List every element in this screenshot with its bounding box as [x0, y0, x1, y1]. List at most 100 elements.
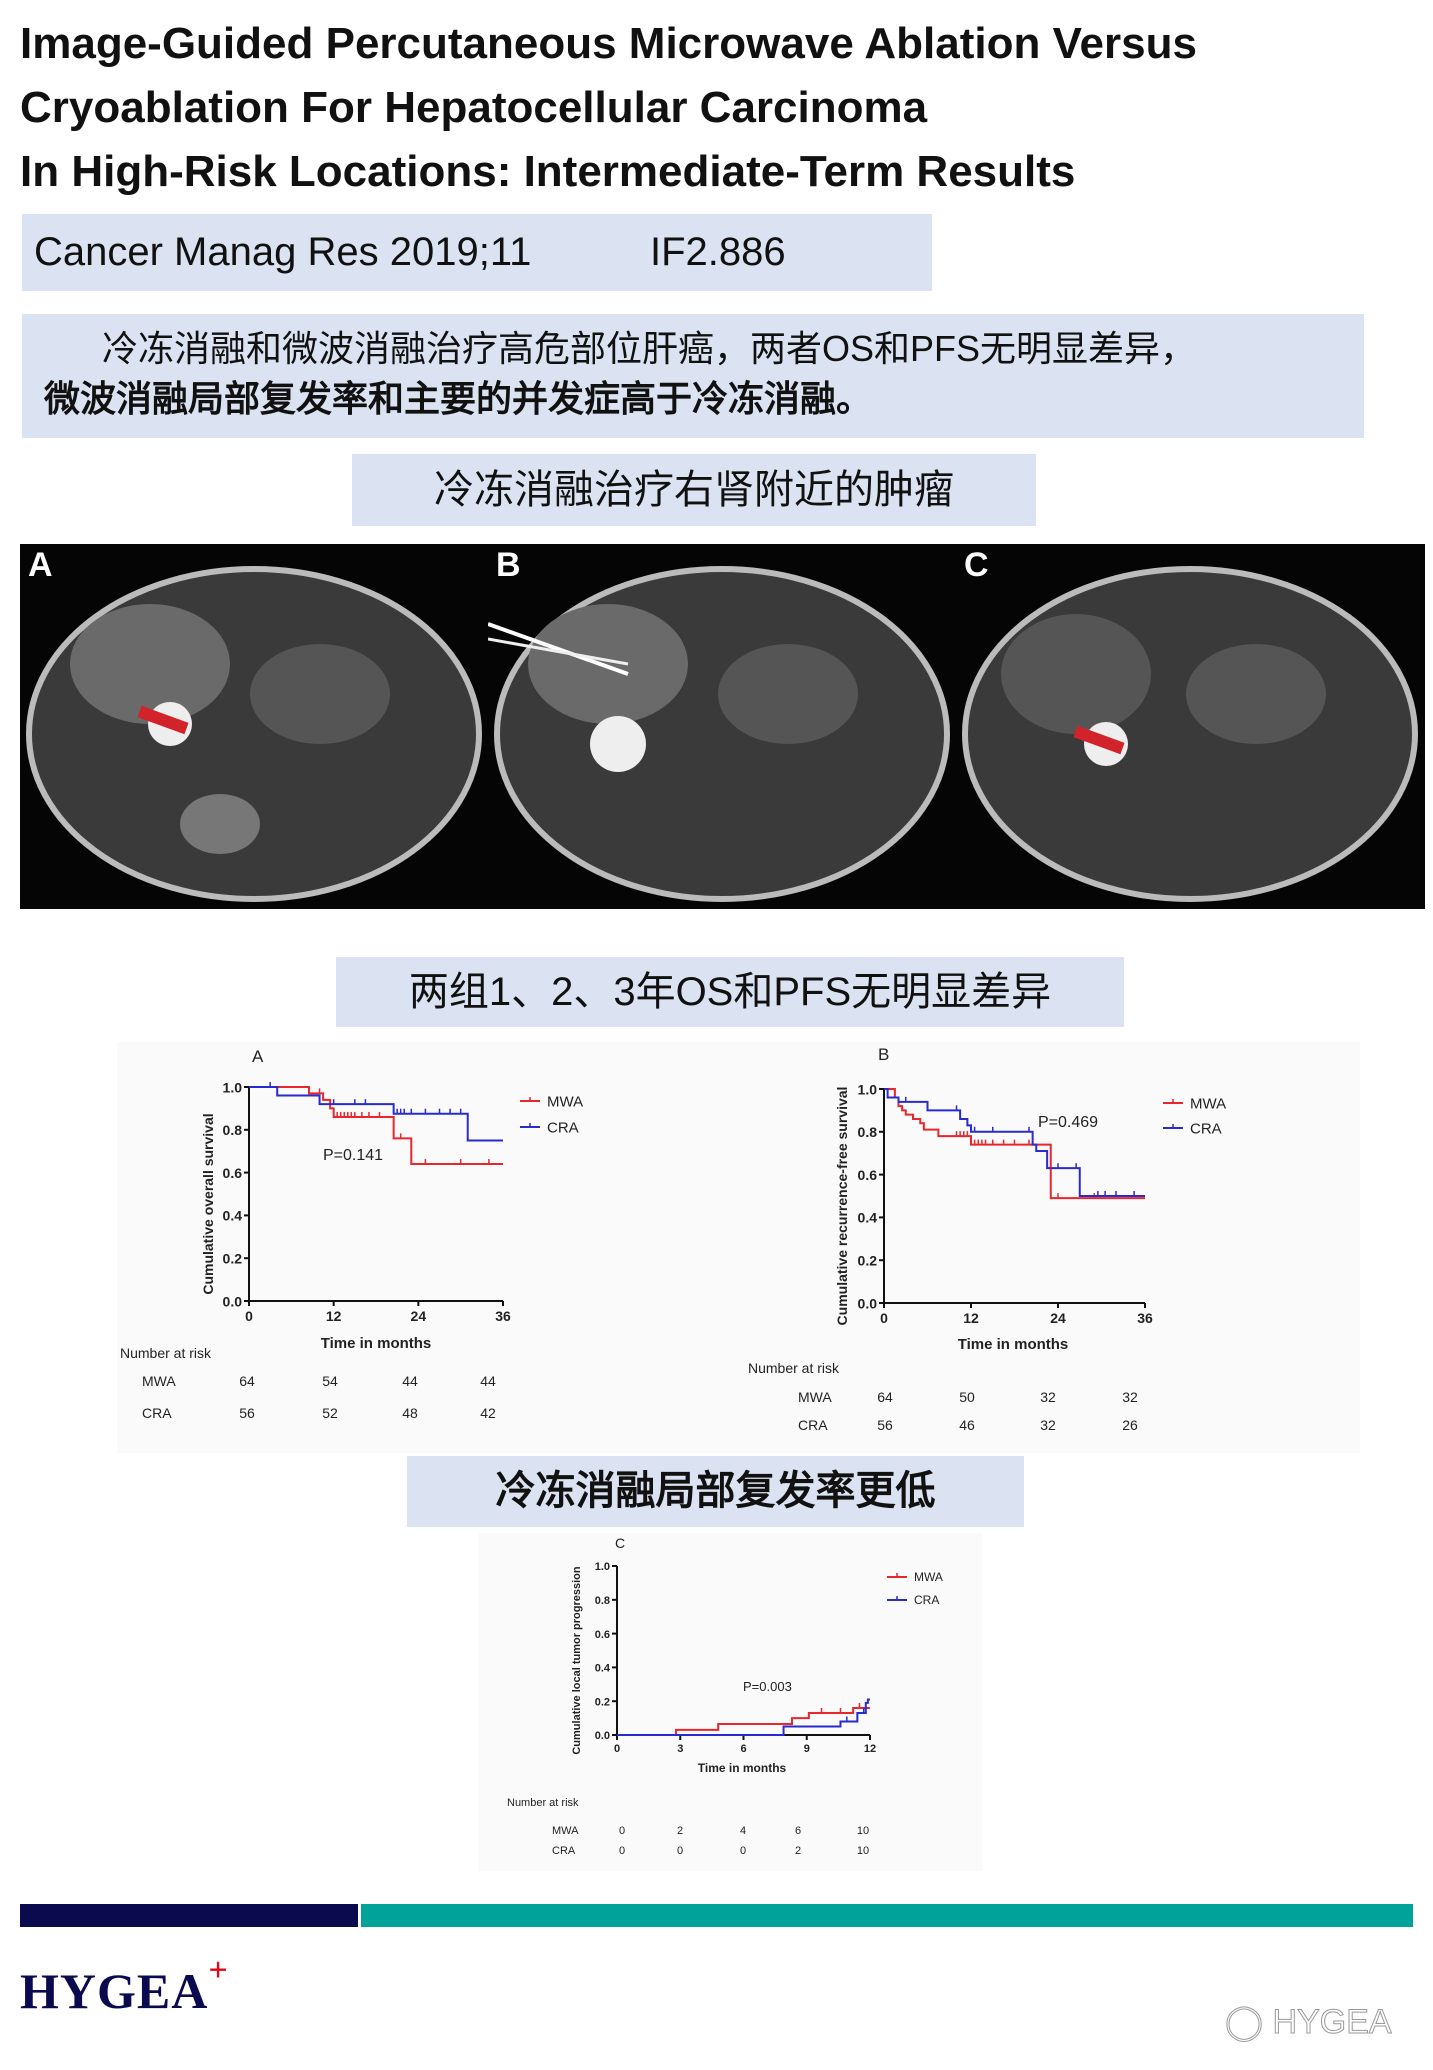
- risk-table-value: 0: [677, 1845, 683, 1857]
- km-curve-cra: [249, 1086, 503, 1142]
- y-tick-label: 0.0: [223, 1293, 243, 1309]
- risk-table-value: 56: [877, 1417, 893, 1433]
- risk-table-title: Number at risk: [120, 1345, 212, 1361]
- x-tick-label: 3: [677, 1743, 683, 1755]
- x-tick-label: 12: [963, 1310, 979, 1326]
- risk-table-value: 32: [1122, 1389, 1138, 1405]
- risk-table-value: 64: [877, 1389, 893, 1405]
- y-tick-label: 0.4: [223, 1208, 243, 1224]
- x-tick-label: 36: [495, 1308, 511, 1324]
- panel-label: C: [615, 1535, 625, 1551]
- ct-scan-image: [487, 566, 950, 902]
- x-axis-label: Time in months: [321, 1335, 432, 1352]
- ct-panel-c: C: [956, 544, 1424, 909]
- risk-table-value: 0: [740, 1845, 746, 1857]
- paper-title: Image-Guided Percutaneous Microwave Abla…: [20, 12, 1197, 204]
- legend-label: CRA: [547, 1119, 579, 1136]
- risk-table-value: 56: [239, 1405, 255, 1421]
- risk-table-value: 52: [322, 1405, 338, 1421]
- citation-box: Cancer Manag Res 2019;11 IF2.886: [22, 214, 932, 291]
- panel-label: B: [878, 1045, 889, 1064]
- legend-label: CRA: [914, 1593, 939, 1607]
- panel-label: C: [964, 546, 989, 584]
- y-axis-label: Cumulative recurrence-free survival: [834, 1087, 850, 1326]
- x-tick-label: 0: [614, 1743, 620, 1755]
- risk-table-value: 42: [480, 1405, 496, 1421]
- y-tick-label: 0.2: [858, 1252, 878, 1268]
- y-tick-label: 0.4: [595, 1663, 611, 1675]
- risk-table-value: 48: [402, 1405, 418, 1421]
- risk-table-value: 10: [857, 1825, 869, 1837]
- y-tick-label: 0.2: [595, 1696, 610, 1708]
- km-curve-cra: [617, 1698, 870, 1736]
- risk-table-row-label: CRA: [798, 1417, 828, 1433]
- y-tick-label: 0.6: [223, 1165, 243, 1181]
- risk-table-value: 0: [619, 1845, 625, 1857]
- x-axis-label: Time in months: [958, 1336, 1069, 1353]
- y-tick-label: 0.6: [858, 1167, 878, 1183]
- km-curve-cra: [884, 1088, 1145, 1197]
- p-value-annotation: P=0.141: [323, 1147, 383, 1164]
- risk-table-value: 0: [619, 1825, 625, 1837]
- y-tick-label: 1.0: [858, 1081, 878, 1097]
- section-heading-survival: 两组1、2、3年OS和PFS无明显差异: [336, 957, 1124, 1027]
- km-curve-mwa: [617, 1706, 870, 1736]
- summary-box: 冷冻消融和微波消融治疗高危部位肝癌，两者OS和PFS无明显差异， 微波消融局部复…: [22, 314, 1364, 438]
- ct-panel-b: B: [487, 544, 956, 909]
- watermark-text: HYGEA: [1272, 2003, 1392, 2042]
- y-tick-label: 0.2: [223, 1250, 243, 1266]
- risk-table-value: 26: [1122, 1417, 1138, 1433]
- footer-bar-teal: [361, 1904, 1413, 1927]
- wechat-watermark: ◯ HYGEA: [1224, 2002, 1392, 2042]
- panel-label: A: [28, 546, 53, 584]
- y-tick-label: 0.6: [595, 1629, 610, 1641]
- risk-table-value: 10: [857, 1845, 869, 1857]
- risk-table-title: Number at risk: [507, 1797, 579, 1809]
- p-value-annotation: P=0.003: [743, 1679, 792, 1694]
- risk-table-row-label: CRA: [552, 1845, 576, 1857]
- chart-ab-background: [117, 1042, 1360, 1453]
- risk-table-value: 32: [1040, 1417, 1056, 1433]
- panel-label: B: [496, 546, 521, 584]
- risk-table-row-label: MWA: [142, 1373, 176, 1389]
- x-tick-label: 6: [740, 1743, 746, 1755]
- y-axis-label: Cumulative overall survival: [200, 1113, 216, 1294]
- km-curve-mwa: [249, 1086, 503, 1166]
- y-tick-label: 1.0: [595, 1561, 610, 1573]
- title-line: In High-Risk Locations: Intermediate-Ter…: [20, 147, 1076, 196]
- risk-table-row-label: MWA: [552, 1825, 579, 1837]
- risk-table-value: 64: [239, 1373, 255, 1389]
- ct-panel-a: A: [20, 544, 488, 909]
- chart-c-background: [478, 1533, 982, 1871]
- risk-table-value: 50: [959, 1389, 975, 1405]
- y-tick-label: 0.8: [858, 1124, 878, 1140]
- impact-factor: IF2.886: [650, 230, 786, 274]
- x-tick-label: 36: [1137, 1310, 1153, 1326]
- logo-cross-icon: +: [208, 1952, 229, 1989]
- risk-table-title: Number at risk: [748, 1360, 840, 1376]
- y-tick-label: 0.0: [595, 1730, 610, 1742]
- risk-table-value: 2: [677, 1825, 683, 1837]
- title-line: Cryoablation For Hepatocellular Carcinom…: [20, 83, 928, 132]
- ct-scan-image: [26, 566, 482, 902]
- risk-table-value: 32: [1040, 1389, 1056, 1405]
- logo-text: HYGEA: [20, 1963, 209, 2019]
- x-tick-label: 9: [804, 1743, 810, 1755]
- risk-table-value: 6: [795, 1825, 801, 1837]
- summary-line-1: 冷冻消融和微波消融治疗高危部位肝癌，两者OS和PFS无明显差异，: [102, 328, 1197, 369]
- x-tick-label: 12: [326, 1308, 342, 1324]
- risk-table-value: 44: [480, 1373, 496, 1389]
- legend-label: MWA: [547, 1093, 583, 1110]
- risk-table-row-label: CRA: [142, 1405, 172, 1421]
- p-value-annotation: P=0.469: [1038, 1114, 1098, 1131]
- x-tick-label: 24: [1050, 1310, 1066, 1326]
- risk-table-value: 4: [740, 1825, 746, 1837]
- ct-image-strip: A B C: [20, 544, 1425, 909]
- journal-citation: Cancer Manag Res 2019;11: [34, 230, 532, 274]
- x-tick-label: 0: [245, 1308, 253, 1324]
- risk-table-value: 2: [795, 1845, 801, 1857]
- legend-label: MWA: [914, 1570, 943, 1584]
- legend-label: CRA: [1190, 1120, 1222, 1137]
- x-axis-label: Time in months: [698, 1761, 787, 1775]
